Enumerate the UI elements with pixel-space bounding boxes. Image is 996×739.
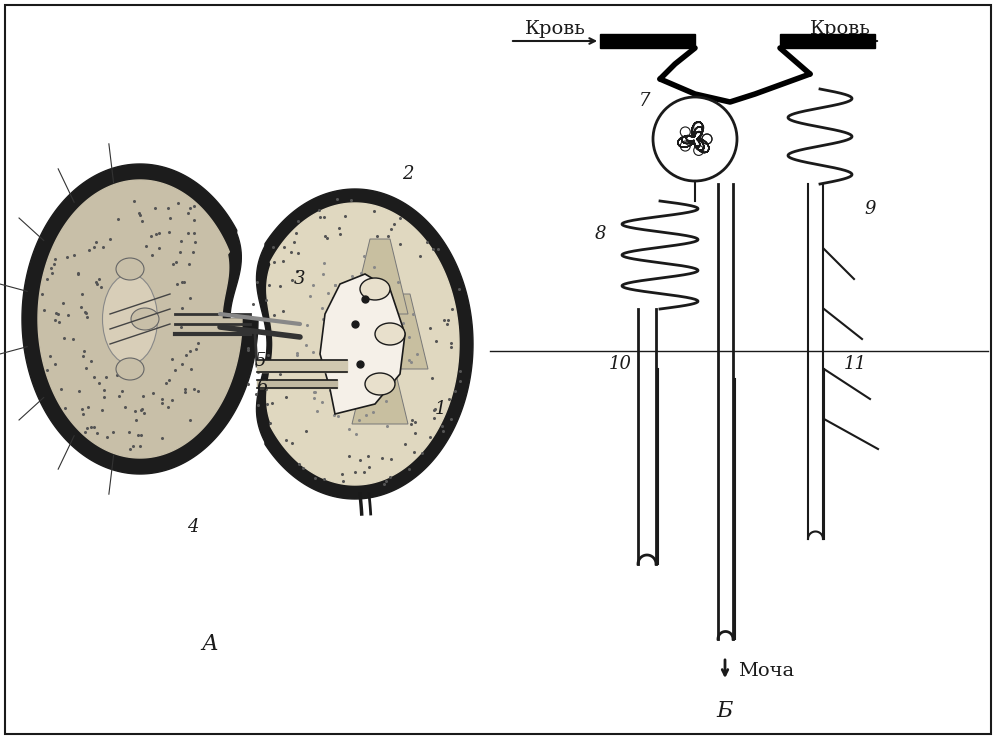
- Ellipse shape: [131, 308, 159, 330]
- Text: Б: Б: [717, 700, 733, 722]
- Bar: [780, 34, 875, 48]
- Polygon shape: [38, 180, 242, 458]
- Polygon shape: [22, 164, 258, 474]
- Text: Моча: Моча: [738, 662, 794, 680]
- Polygon shape: [257, 189, 473, 499]
- Polygon shape: [352, 239, 408, 314]
- Polygon shape: [352, 349, 408, 424]
- Text: 9: 9: [865, 200, 875, 218]
- Text: 10: 10: [609, 355, 631, 373]
- Text: 3: 3: [294, 270, 306, 288]
- Text: 8: 8: [595, 225, 606, 243]
- Polygon shape: [267, 203, 459, 485]
- Text: А: А: [201, 633, 218, 655]
- Text: 4: 4: [187, 518, 199, 536]
- Ellipse shape: [375, 323, 405, 345]
- Polygon shape: [320, 274, 405, 414]
- Text: 6: 6: [256, 378, 268, 396]
- Ellipse shape: [116, 358, 144, 380]
- Ellipse shape: [116, 258, 144, 280]
- Ellipse shape: [103, 274, 157, 364]
- Ellipse shape: [360, 278, 390, 300]
- Text: Кровь: Кровь: [525, 20, 586, 38]
- Text: 5: 5: [254, 352, 266, 370]
- Bar: [600, 34, 695, 48]
- Text: 2: 2: [402, 165, 413, 183]
- Polygon shape: [372, 294, 428, 369]
- Text: 7: 7: [639, 92, 650, 110]
- Ellipse shape: [365, 373, 395, 395]
- Text: Кровь: Кровь: [810, 20, 871, 38]
- Text: 11: 11: [844, 355, 867, 373]
- Text: 1: 1: [434, 400, 446, 418]
